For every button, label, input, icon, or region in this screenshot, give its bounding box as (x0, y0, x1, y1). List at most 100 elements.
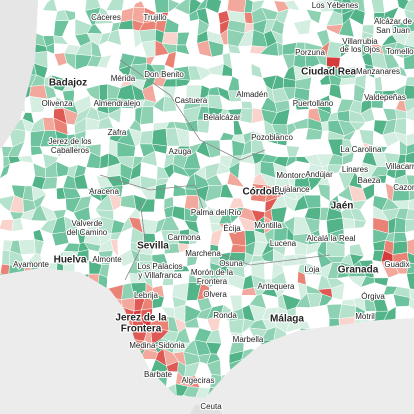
place-label: Villacarrillo (386, 162, 414, 171)
place-label: Palma del Río (191, 208, 242, 217)
place-label: Medina-Sidonia (129, 341, 185, 350)
municipality (407, 18, 414, 33)
municipality (138, 28, 156, 43)
place-label: Jaén (331, 201, 354, 212)
place-label: Montoro (276, 171, 306, 180)
municipality (228, 318, 245, 334)
place-label: Sevilla (137, 241, 169, 252)
place-label: Badajoz (49, 78, 87, 89)
municipality (404, 28, 414, 49)
place-label: Aracena (89, 187, 119, 196)
place-label: de los Ojos (340, 45, 380, 54)
place-label: Azuga (169, 147, 192, 156)
place-label: Olivenza (41, 99, 73, 108)
municipality (404, 218, 414, 233)
place-label: Écija (223, 224, 241, 233)
municipality (321, 120, 329, 132)
municipality (66, 123, 75, 136)
place-label: y Villafranca (138, 271, 182, 280)
municipality (406, 118, 414, 136)
municipality (403, 9, 414, 24)
place-label: Andújar (305, 170, 333, 179)
place-label: Almendralejo (94, 99, 141, 108)
place-label: Ronda (213, 311, 237, 320)
municipality (338, 303, 357, 320)
municipality (219, 139, 234, 157)
municipality (403, 98, 414, 113)
municipality (162, 32, 179, 46)
municipality (342, 282, 355, 301)
municipality (151, 128, 168, 147)
place-label: Loja (304, 265, 320, 274)
municipality (394, 217, 407, 233)
municipality (139, 106, 154, 125)
place-label: Alcalá la Real (307, 234, 356, 243)
municipality (403, 44, 414, 59)
place-label: Motril (355, 312, 375, 321)
place-label: Granada (338, 265, 379, 276)
municipality (406, 272, 414, 291)
municipality (403, 84, 414, 100)
municipality (408, 185, 414, 201)
place-label: Lucena (270, 239, 297, 248)
place-label: Marbella (233, 335, 264, 344)
municipality (405, 162, 414, 176)
municipality (403, 51, 414, 70)
municipality (1, 249, 11, 266)
place-label: Montilla (254, 221, 282, 230)
place-label: Osuna (219, 259, 243, 268)
municipality (230, 244, 247, 254)
place-label: La Carolina (341, 145, 382, 154)
place-label: Málaga (270, 314, 304, 325)
place-label: Barbate (144, 370, 173, 379)
place-label: San Juan (376, 26, 410, 35)
labels: Cáceres Trujillo Los Yébenes Alcázar de … (12, 0, 414, 412)
municipality (107, 263, 124, 278)
place-label: Lebrija (134, 291, 159, 300)
municipality (362, 12, 375, 26)
municipality (196, 221, 213, 234)
place-label: Ceuta (200, 402, 222, 411)
place-label: Castuera (175, 96, 208, 105)
place-label: Carmona (168, 233, 201, 242)
place-label: Marchena (185, 249, 221, 258)
municipality (162, 284, 174, 298)
place-label: Córdoba (242, 187, 284, 198)
place-label: Guadix (384, 260, 409, 269)
place-label: Pozoblanco (251, 133, 293, 142)
place-label: Alcázar de (374, 17, 412, 26)
municipality (406, 106, 414, 124)
province-border (99, 59, 331, 281)
municipality (18, 239, 36, 255)
place-label: Tomelloso (386, 47, 414, 56)
municipality (404, 228, 414, 242)
municipality (172, 195, 187, 209)
ceuta-land (190, 403, 222, 414)
municipality (339, 83, 355, 101)
place-label: Cazorla (393, 183, 414, 192)
place-label: Olvera (203, 290, 227, 299)
municipality (153, 0, 169, 14)
place-label: Jerez de los (48, 137, 91, 146)
place-label: Don Benito (144, 70, 184, 79)
place-label: Almadén (236, 90, 268, 99)
municipality (259, 53, 279, 68)
place-label: Morón de la (191, 268, 234, 277)
place-label: Porzuna (295, 48, 325, 57)
municipality (408, 198, 414, 212)
place-label: Baeza (358, 176, 381, 185)
municipality (183, 386, 201, 398)
place-label: Antequera (258, 282, 295, 291)
municipality (342, 217, 355, 230)
municipality (405, 174, 414, 189)
place-label: Los Yébenes (312, 1, 359, 10)
place-label: Villarrubia (342, 37, 378, 46)
portugal (0, 0, 38, 150)
place-label: Huelva (54, 255, 87, 266)
place-label: Algeciras (182, 376, 215, 385)
municipality (405, 208, 414, 220)
place-label: del Camino (67, 228, 108, 237)
place-label: Caballeros (51, 146, 89, 155)
place-label: Frontera (121, 324, 162, 335)
